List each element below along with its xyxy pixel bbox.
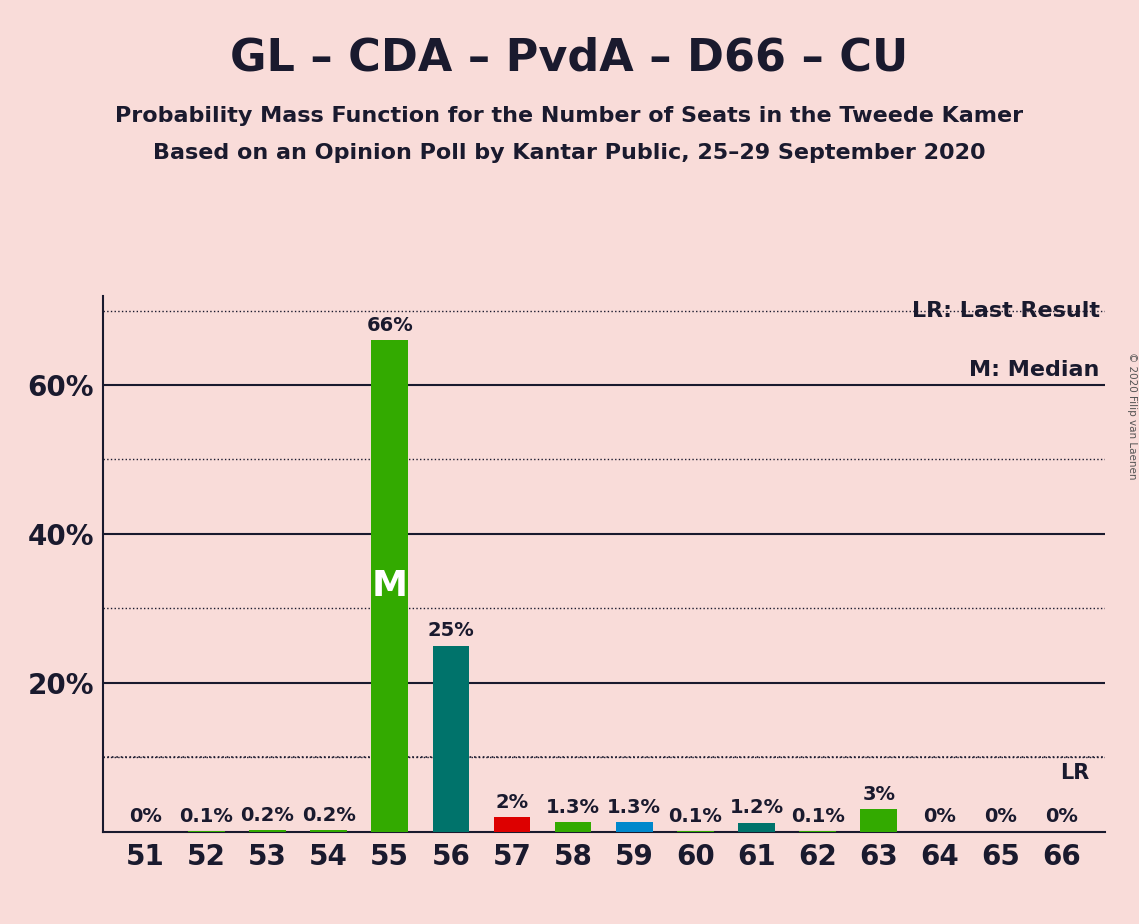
Text: Probability Mass Function for the Number of Seats in the Tweede Kamer: Probability Mass Function for the Number… — [115, 106, 1024, 127]
Text: 0%: 0% — [984, 808, 1017, 826]
Text: 1.3%: 1.3% — [546, 797, 600, 817]
Bar — [555, 822, 591, 832]
Text: M: M — [371, 569, 408, 603]
Text: 0.2%: 0.2% — [302, 806, 355, 825]
Bar — [738, 822, 775, 832]
Text: 0%: 0% — [1046, 808, 1079, 826]
Bar — [249, 830, 286, 832]
Text: 0.1%: 0.1% — [180, 807, 233, 826]
Text: 3%: 3% — [862, 785, 895, 804]
Bar — [860, 809, 898, 832]
Text: 2%: 2% — [495, 793, 528, 811]
Text: 1.3%: 1.3% — [607, 797, 662, 817]
Bar — [433, 646, 469, 832]
Text: LR: Last Result: LR: Last Result — [912, 301, 1100, 321]
Text: © 2020 Filip van Laenen: © 2020 Filip van Laenen — [1126, 352, 1137, 480]
Text: GL – CDA – PvdA – D66 – CU: GL – CDA – PvdA – D66 – CU — [230, 37, 909, 80]
Bar — [493, 817, 531, 832]
Text: 0.1%: 0.1% — [669, 807, 722, 826]
Bar — [616, 822, 653, 832]
Text: 0%: 0% — [924, 808, 957, 826]
Text: 0.2%: 0.2% — [240, 806, 295, 825]
Text: LR: LR — [1060, 763, 1090, 784]
Text: 25%: 25% — [427, 621, 474, 640]
Text: 1.2%: 1.2% — [729, 798, 784, 818]
Text: Based on an Opinion Poll by Kantar Public, 25–29 September 2020: Based on an Opinion Poll by Kantar Publi… — [153, 143, 986, 164]
Text: 0%: 0% — [129, 808, 162, 826]
Text: 0.1%: 0.1% — [790, 807, 844, 826]
Bar — [310, 830, 347, 832]
Text: M: Median: M: Median — [969, 360, 1100, 380]
Bar — [371, 340, 408, 832]
Text: 66%: 66% — [367, 316, 413, 335]
